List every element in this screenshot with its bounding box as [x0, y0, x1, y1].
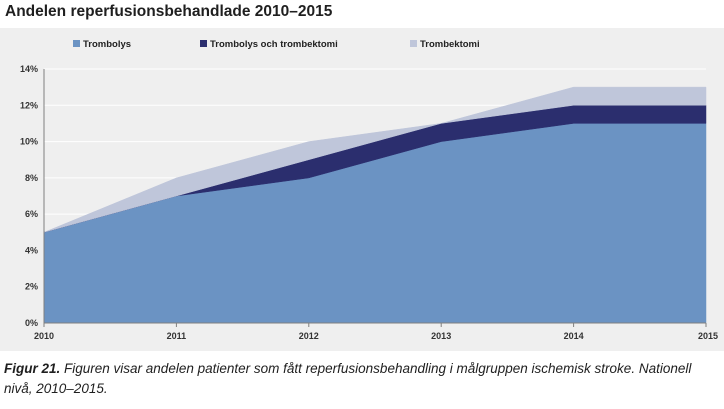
axes: 0% 2% 4% 6% 8% 10% 12% 14% 2010 2011 2012 2013 2014 2… [20, 64, 718, 341]
area-series-3 [43, 86, 707, 233]
y-tick-label: 10% [20, 137, 38, 147]
legend: Trombolys Trombolys och trombektomi Trombe… [73, 39, 480, 50]
y-tick-label: 2% [25, 282, 38, 292]
y-tick-label: 4% [25, 245, 38, 255]
x-tick-label: 2014 [564, 331, 584, 341]
chart-title: Andelen reperfusionsbehandlade 2010–2015 [5, 3, 333, 20]
legend-label-1: Trombolys [83, 39, 131, 50]
caption-label: Figur 21. [4, 361, 61, 376]
x-tick-label: 2012 [299, 331, 319, 341]
stacked-areas [43, 86, 707, 324]
legend-swatch-2 [200, 40, 207, 47]
x-tick-label: 2013 [431, 331, 451, 341]
legend-label-2: Trombolys och trombektomi [210, 39, 338, 50]
figure-caption: Figur 21. Figuren visar andelen patiente… [4, 359, 720, 399]
x-tick-label: 2015 [698, 331, 718, 341]
y-tick-label: 6% [25, 209, 38, 219]
y-tick-label: 12% [20, 100, 38, 110]
chart-panel: 0% 2% 4% 6% 8% 10% 12% 14% 2010 2011 2012 2013 2014 2… [0, 28, 724, 351]
area-chart: 0% 2% 4% 6% 8% 10% 12% 14% 2010 2011 2012 2013 2014 2… [20, 39, 718, 341]
caption-text: Figuren visar andelen patienter som fått… [4, 361, 692, 396]
y-tick-label: 14% [20, 64, 38, 74]
legend-swatch-3 [410, 40, 417, 47]
x-tick-label: 2011 [167, 331, 187, 341]
legend-label-3: Trombektomi [420, 39, 480, 50]
y-tick-label: 0% [25, 318, 38, 328]
x-tick-label: 2010 [34, 331, 54, 341]
legend-swatch-1 [73, 40, 80, 47]
y-tick-label: 8% [25, 173, 38, 183]
